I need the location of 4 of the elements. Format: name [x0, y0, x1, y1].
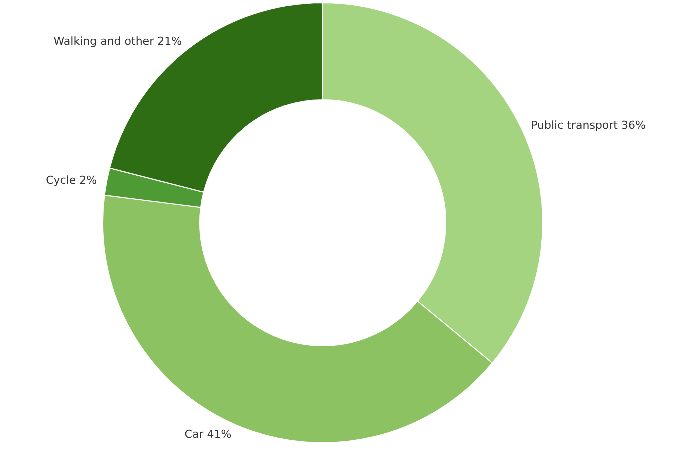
slice-label: Public transport 36% — [531, 118, 646, 132]
slice-label: Walking and other 21% — [54, 35, 182, 48]
slice-label: Car 41% — [184, 428, 232, 441]
slice-label: Cycle 2% — [46, 174, 98, 187]
